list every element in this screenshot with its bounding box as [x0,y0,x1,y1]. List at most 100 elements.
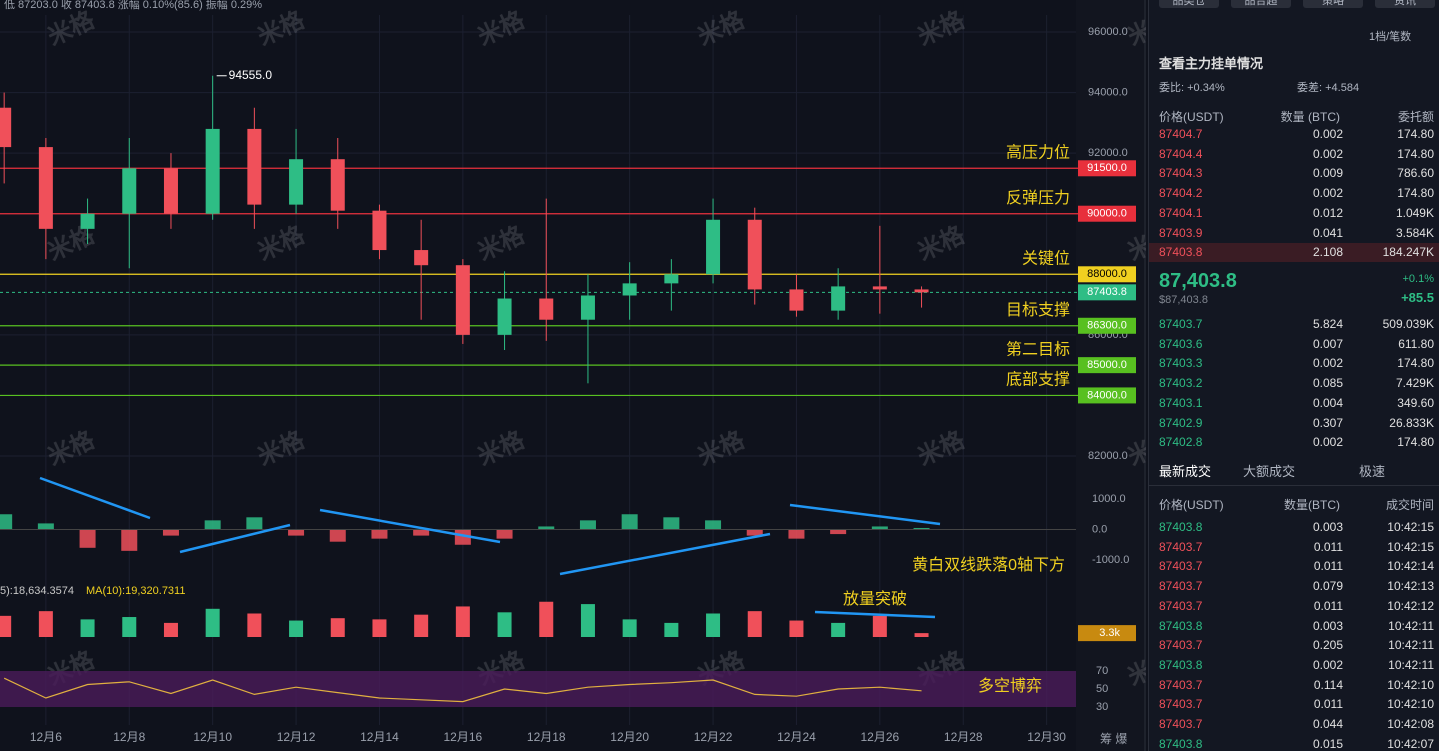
macd-tick: -1000.0 [1092,554,1129,566]
macd-bar [246,517,263,530]
book-price: 87404.3 [1159,166,1203,181]
candle-body [330,159,345,211]
vol-bar [122,617,137,637]
vol-badge-label: 3.3k [1099,627,1120,639]
book-amount: 174.80 [1397,146,1434,161]
book-qty: 0.041 [1312,225,1343,240]
candle-body [163,168,178,214]
x-tick-label: 12月8 [113,730,145,744]
level-label: 85000.0 [1087,359,1127,371]
rsi-line [3,677,922,703]
book-amount: 174.80 [1397,186,1434,201]
trade-price: 87403.7 [1159,638,1203,653]
vol-bar [163,622,178,637]
trade-time: 10:42:08 [1387,717,1434,731]
trade-qty: 0.003 [1312,618,1343,633]
chart-bg [0,0,1146,751]
vol-bar [205,608,220,637]
level-note: 底部支撑 [1006,371,1070,389]
vol-bar [747,611,762,637]
macd-bar [538,526,555,530]
vol-bar [497,612,512,637]
macd-bar [413,529,430,536]
macd-bar [871,526,888,530]
x-tick-label: 12月28 [944,730,983,744]
vol-bar [914,633,929,637]
rsi-tick: 50 [1096,683,1108,695]
trend-arrow [179,523,291,554]
button[interactable]: 品类仓 [1159,0,1219,8]
vol-bar [831,622,846,637]
candle-body [831,286,846,311]
macd-note: 黄白双线跌落0轴下方 [912,556,1065,574]
trade-qty: 0.011 [1313,697,1343,712]
trade-time: 10:42:11 [1388,638,1434,653]
trade-qty: 0.011 [1313,539,1343,554]
candle-body [914,289,929,293]
trend-arrow [39,476,151,520]
book-qty: 0.004 [1312,395,1343,410]
column-header: 价格(USDT) [1159,110,1224,124]
diff: 委差: +4.584 [1297,82,1360,94]
macd-bar [288,529,305,536]
book-amount: 7.429K [1395,376,1434,391]
level-label: 86300.0 [1087,320,1127,332]
tab[interactable]: 大额成交 [1243,464,1296,479]
link[interactable]: 查看主力挂单情况 [1159,56,1264,71]
candle-body [622,283,637,296]
candle-body [372,210,387,251]
tab[interactable]: 极速 [1359,464,1386,479]
level-note: 第二目标 [1006,340,1070,358]
button[interactable]: 策略 [1303,0,1363,8]
trade-time: 10:42:11 [1388,618,1434,633]
trade-price: 87403.8 [1159,736,1203,751]
macd-bar [705,520,722,530]
book-amount: 184.247K [1382,245,1434,260]
level-note: 高压力位 [1006,144,1070,162]
info: 低 87203.0 收 87403.8 涨幅 0.10%(85.6) 振幅 0.… [4,0,262,11]
tab[interactable]: 最新成交 [1159,464,1212,479]
vol-bar [289,620,304,637]
level-badge [1078,387,1136,404]
candle-body [414,250,429,266]
vol-bar [330,618,345,637]
side-panel: 品类仓 品合超 策略 资讯 1档/笔数 查看主力挂单情况 委比: +0.34% 委差: +4.… [1148,0,1439,751]
book-price: 87403.6 [1159,336,1203,351]
book-qty: 0.007 [1312,336,1343,351]
book-amount: 786.60 [1397,166,1434,181]
trend-arrow [789,503,941,526]
y-tick-label: 94000.0 [1088,86,1128,98]
rsi-band [0,671,1076,707]
book-qty: 0.085 [1312,376,1343,391]
level-badge [1078,205,1136,222]
book-qty: 5.824 [1312,317,1343,331]
trade-price: 87403.7 [1159,539,1203,554]
macd-bar [0,514,13,530]
book-price: 87403.3 [1159,356,1203,371]
trade-time: 10:42:12 [1387,598,1434,613]
current-badge [1078,284,1136,301]
trade-qty: 0.011 [1313,598,1343,613]
trade-price: 87403.8 [1159,618,1203,633]
level-badge [1078,160,1136,177]
candle-body [247,128,262,205]
level-badge [1078,317,1136,334]
macd-bar [663,517,680,530]
button[interactable]: 资讯 [1375,0,1435,8]
candle-body [497,298,512,335]
mid-price: 87,403.8 [1159,270,1237,292]
column-header: 成交时间 [1385,498,1434,512]
x-tick-label: 12月20 [610,730,649,744]
book-amount: 349.60 [1397,395,1434,410]
book-qty: 0.002 [1312,435,1343,450]
book-price: 87403.9 [1159,225,1203,240]
trend-arrow [814,610,936,619]
candle-body [580,295,595,320]
rsi-note: 多空博弈 [978,677,1042,695]
macd-bar [454,529,471,545]
button[interactable]: 品合超 [1231,0,1291,8]
vol-bar [247,613,262,637]
y-tick-label: 96000.0 [1088,26,1128,38]
current-label: 87403.8 [1087,286,1127,298]
macd-tick: 0.0 [1092,523,1107,535]
